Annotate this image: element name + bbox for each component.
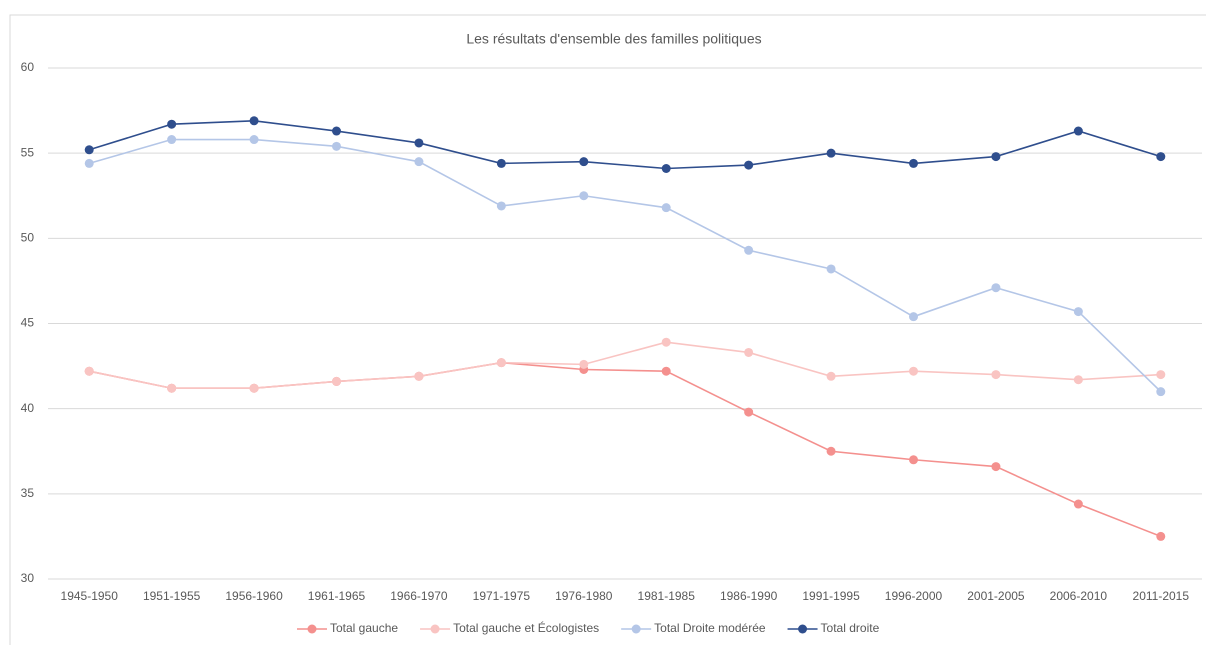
data-point [744,347,754,357]
data-point [84,145,94,155]
data-point [1156,531,1166,541]
data-point [249,135,259,145]
chart-frame [9,14,1206,645]
data-point [909,312,918,322]
x-tick-label: 1981-1985 [638,589,696,603]
data-point [1156,387,1166,397]
y-tick-label: 40 [21,401,35,415]
data-point [1073,375,1083,385]
data-point [332,141,341,151]
data-point [909,158,918,168]
data-point [991,152,1001,162]
data-point [1156,152,1166,162]
legend-label: Total droite [821,621,880,635]
y-tick-label: 45 [21,316,35,330]
data-point [991,370,1001,380]
data-point [84,158,94,168]
legend-marker [430,624,440,634]
x-tick-label: 1945-1950 [61,589,119,603]
data-point [167,119,177,129]
data-point [496,358,506,368]
data-point [991,283,1001,293]
x-tick-label: 1996-2000 [885,589,943,603]
x-tick-label: 1971-1975 [473,589,531,603]
data-point [744,160,754,170]
data-point [332,126,341,136]
data-point [496,201,506,211]
legend-label: Total gauche [330,621,398,635]
data-point [661,203,671,213]
y-tick-label: 60 [21,60,35,74]
data-point [661,163,671,173]
data-point [249,116,259,126]
x-tick-label: 2011-2015 [1133,589,1190,603]
data-point [991,462,1001,472]
legend-marker [631,624,641,634]
series-line [89,341,1161,390]
x-tick-label: 1991-1995 [802,589,860,603]
x-tick-label: 1951-1955 [143,589,201,603]
data-point [826,371,836,381]
x-tick-label: 2001-2005 [967,589,1025,603]
data-point [826,446,836,456]
x-tick-label: 2006-2010 [1050,589,1108,603]
data-point [414,371,424,381]
y-tick-label: 30 [21,571,35,585]
legend-marker [798,624,808,634]
data-point [1156,370,1166,380]
data-point [167,135,177,145]
y-tick-label: 50 [21,231,35,245]
series-line [88,138,1162,393]
data-point [414,138,424,148]
chart-title: Les résultats d'ensemble des familles po… [466,31,761,47]
y-tick-label: 35 [21,486,35,500]
data-point [579,157,589,167]
data-point [744,407,754,417]
data-point [826,264,836,274]
data-point [579,191,589,201]
data-point [744,245,754,255]
data-point [414,157,424,167]
data-point [1073,307,1083,317]
y-tick-label: 55 [21,145,35,159]
x-tick-label: 1976-1980 [555,589,613,603]
data-point [579,359,589,369]
data-point [1073,499,1083,509]
x-tick-label: 1966-1970 [390,589,448,603]
legend-label: Total Droite modérée [654,621,766,635]
data-point [249,383,259,393]
data-point [909,455,918,465]
data-point [909,366,918,376]
x-tick-label: 1961-1965 [308,589,366,603]
data-point [1073,126,1083,136]
data-point [167,383,177,393]
data-point [496,158,506,168]
x-tick-label: 1956-1960 [225,589,283,603]
data-point [661,366,671,376]
data-point [826,148,836,158]
legend-marker [307,624,317,634]
data-point [661,337,671,347]
series-line [88,120,1162,170]
legend-label: Total gauche et Écologistes [453,620,599,635]
data-point [332,376,341,386]
data-point [84,366,94,376]
x-tick-label: 1986-1990 [720,589,778,603]
